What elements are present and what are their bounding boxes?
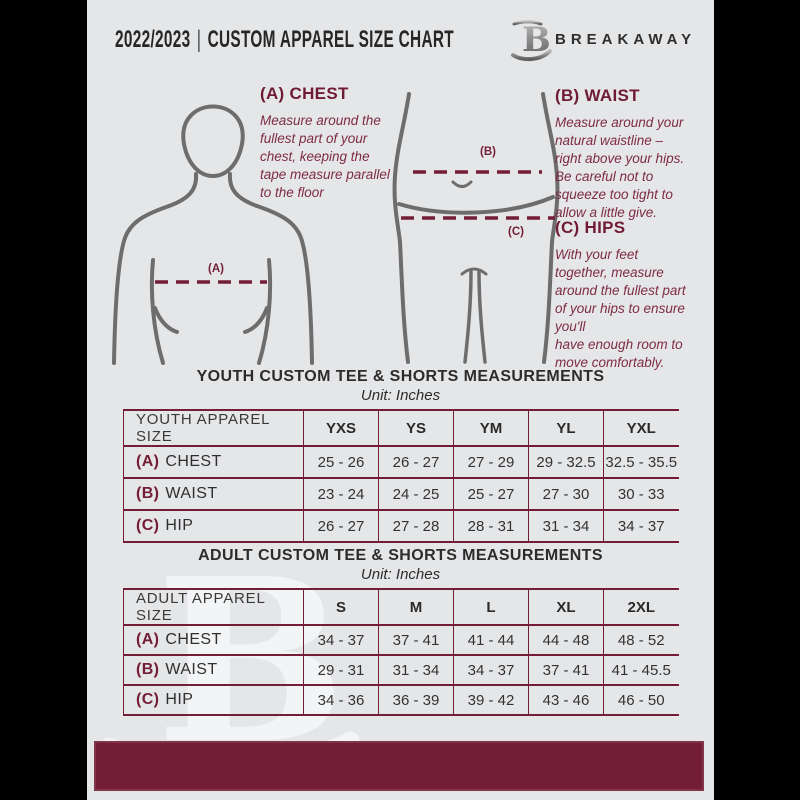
title-text: CUSTOM APPAREL SIZE CHART [207,26,454,53]
row-prefix: (C) [136,517,160,534]
measurement-cell: 34 - 36 [303,685,379,716]
measurement-cell: 27 - 29 [453,446,529,479]
measurement-cell: 37 - 41 [528,655,604,686]
youth-size-ym: YM [453,409,529,447]
row-prefix: (B) [136,485,160,502]
youth-table-header-row: YOUTH APPAREL SIZE YXS YS YM YL YXL [123,409,679,447]
waist-guide: (B) WAIST Measure around your natural wa… [555,86,710,222]
youth-size-yxs: YXS [303,409,379,447]
measurement-cell: 31 - 34 [378,655,454,686]
adult-table-header-row: ADULT APPAREL SIZE S M L XL 2XL [123,588,679,626]
row-prefix: (A) [136,453,160,470]
waist-guide-heading: (B) WAIST [555,86,640,105]
brand-name: BREAKAWAY [555,31,697,48]
breakaway-b-logo-icon: B [511,20,552,62]
measurement-cell: 34 - 37 [603,510,679,543]
youth-hip-row: (C) HIP 26 - 27 27 - 28 28 - 31 31 - 34 3… [123,510,679,543]
chest-marker-label: (A) [208,263,224,275]
measurement-cell: 29 - 32.5 [528,446,604,479]
measurement-cell: 46 - 50 [603,685,679,716]
waist-guide-body: Measure around your natural waistline – … [555,115,685,220]
row-label: (B) WAIST [123,655,304,686]
measurement-cell: 36 - 39 [378,685,454,716]
measurement-cell: 41 - 44 [453,625,529,656]
adult-size-s: S [303,588,379,626]
row-title: WAIST [165,485,218,502]
row-prefix: (A) [136,631,160,648]
row-title: CHEST [165,631,222,648]
adult-size-2xl: 2XL [603,588,679,626]
youth-section-title: YOUTH CUSTOM TEE & SHORTS MEASUREMENTS [196,368,605,385]
youth-size-yl: YL [528,409,604,447]
measurement-cell: 29 - 31 [303,655,379,686]
size-chart-page: 2022/2023 | CUSTOM APPAREL SIZE CHART B BR… [87,0,714,800]
measurement-cell: 32.5 - 35.5 [603,446,679,479]
measurement-cell: 25 - 26 [303,446,379,479]
title-divider: | [196,26,202,53]
adult-hip-row: (C) HIP 34 - 36 36 - 39 39 - 42 43 - 46 4… [123,685,679,716]
measurement-cell: 31 - 34 [528,510,604,543]
measurement-cell: 27 - 30 [528,478,604,511]
measurement-cell: 34 - 37 [303,625,379,656]
hips-guide-body: With your feet together, measure around … [555,247,686,370]
youth-waist-row: (B) WAIST 23 - 24 24 - 25 25 - 27 27 - 30… [123,478,679,511]
row-title: WAIST [165,661,218,678]
measurement-cell: 27 - 28 [378,510,454,543]
youth-unit-label: Unit: Inches [360,387,441,404]
row-title: HIP [165,517,194,534]
adult-waist-row: (B) WAIST 29 - 31 31 - 34 34 - 37 37 - 41… [123,655,679,686]
row-label: (C) HIP [123,685,304,716]
adult-size-table: ADULT APPAREL SIZE S M L XL 2XL (A) CHEST… [123,588,679,716]
page-title: 2022/2023 | CUSTOM APPAREL SIZE CHART [115,26,454,54]
adult-unit-label: Unit: Inches [360,566,441,583]
adult-size-xl: XL [528,588,604,626]
measurement-cell: 30 - 33 [603,478,679,511]
youth-size-table: YOUTH APPAREL SIZE YXS YS YM YL YXL (A) C… [123,409,679,543]
chest-guide-body: Measure around the fullest part of your … [260,113,390,200]
row-label: (B) WAIST [123,478,304,511]
adult-section-title: ADULT CUSTOM TEE & SHORTS MEASUREMENTS [198,547,603,564]
measurement-cell: 41 - 45.5 [603,655,679,686]
lower-body-figure [392,92,560,364]
measurement-cell: 48 - 52 [603,625,679,656]
measurement-cell: 44 - 48 [528,625,604,656]
youth-size-yxl: YXL [603,409,679,447]
hips-guide-heading: (C) HIPS [555,218,626,237]
row-prefix: (B) [136,661,160,678]
row-label: (A) CHEST [123,446,304,479]
row-label: (C) HIP [123,510,304,543]
youth-size-column-header: YOUTH APPAREL SIZE [123,409,304,447]
row-prefix: (C) [136,691,160,708]
hips-guide: (C) HIPS With your feet together, measur… [555,218,713,372]
measurement-cell: 43 - 46 [528,685,604,716]
youth-chest-row: (A) CHEST 25 - 26 26 - 27 27 - 29 29 - 32… [123,446,679,479]
measurement-cell: 26 - 27 [378,446,454,479]
adult-size-l: L [453,588,529,626]
hip-marker-label: (C) [508,226,524,238]
youth-size-ys: YS [378,409,454,447]
measurement-cell: 25 - 27 [453,478,529,511]
adult-chest-row: (A) CHEST 34 - 37 37 - 41 41 - 44 44 - 48… [123,625,679,656]
measurement-cell: 37 - 41 [378,625,454,656]
measurement-cell: 23 - 24 [303,478,379,511]
row-title: HIP [165,691,194,708]
measurement-cell: 24 - 25 [378,478,454,511]
adult-size-column-header: ADULT APPAREL SIZE [123,588,304,626]
title-year: 2022/2023 [115,26,191,53]
chest-guide: (A) CHEST Measure around the fullest par… [260,84,420,202]
measurement-cell: 39 - 42 [453,685,529,716]
upper-body-figure [112,104,314,365]
adult-size-m: M [378,588,454,626]
measurement-cell: 28 - 31 [453,510,529,543]
chest-guide-heading: (A) CHEST [260,84,349,103]
waist-marker-label: (B) [480,146,496,158]
measurement-cell: 26 - 27 [303,510,379,543]
row-title: CHEST [165,453,222,470]
measurement-cell: 34 - 37 [453,655,529,686]
row-label: (A) CHEST [123,625,304,656]
footer-accent-bar [94,741,704,791]
